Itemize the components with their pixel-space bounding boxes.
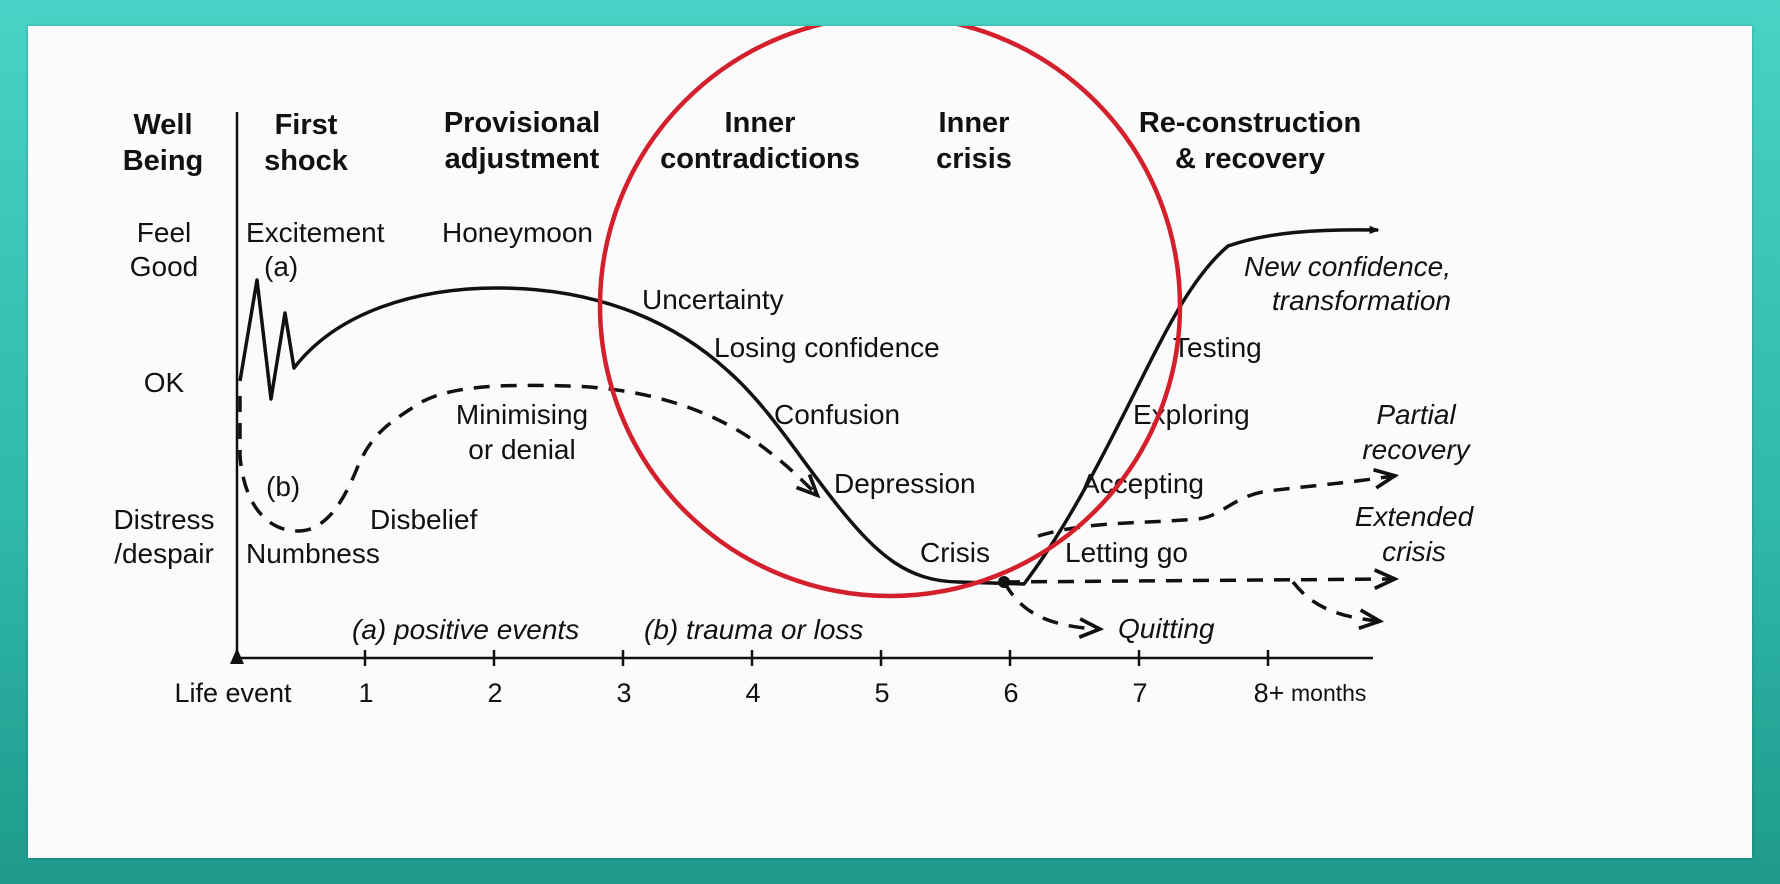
curve-b-extended-branch (1291, 580, 1378, 621)
level-good-line2: Good (130, 251, 199, 282)
phase-inner-crisis-line1: Inner (939, 107, 1010, 139)
life-event-arrow-icon (230, 648, 244, 664)
label-excitement: Excitement (246, 217, 385, 248)
phase-inner-crisis: Inner crisis (936, 107, 1012, 175)
header-well-being: Well Being (123, 109, 204, 177)
legend-trauma-loss: (b) trauma or loss (644, 614, 863, 645)
label-numbness: Numbness (246, 538, 380, 569)
phase-inner-crisis-line2: crisis (936, 143, 1012, 175)
label-b-marker: (b) (266, 471, 300, 502)
label-disbelief: Disbelief (370, 504, 478, 535)
label-honeymoon: Honeymoon (442, 217, 593, 248)
phase-provisional-adjustment: Provisional adjustment (444, 107, 600, 175)
label-confusion: Confusion (774, 399, 900, 430)
phase-first-shock-line2: shock (264, 145, 349, 177)
x-axis-unit: months (1291, 680, 1366, 706)
x-tick-8-plus: 8+ (1254, 678, 1285, 708)
curve-b-extended-crisis (1003, 579, 1393, 582)
x-tick-2: 2 (487, 678, 502, 708)
branch-point-dot (998, 576, 1010, 588)
label-letting-go: Letting go (1065, 537, 1188, 568)
label-quitting: Quitting (1118, 613, 1215, 644)
level-distress-line2: /despair (114, 538, 214, 569)
x-axis-origin-label: Life event (174, 678, 292, 708)
phase-inner-contradictions: Inner contradictions (660, 107, 860, 175)
phase-reconstruction-line1: Re-construction (1139, 107, 1361, 139)
curve-b-trauma-loss (238, 383, 816, 533)
level-ok: OK (144, 367, 185, 398)
label-crisis: Crisis (920, 537, 990, 568)
x-tick-1: 1 (358, 678, 373, 708)
diagram-card: Well Being First shock Provisional adjus… (28, 26, 1752, 858)
phase-contradictions-line1: Inner (725, 107, 796, 139)
phase-first-shock-line1: First (275, 109, 338, 141)
highlight-circle (597, 26, 1183, 599)
x-tick-5: 5 (874, 678, 889, 708)
label-extended-crisis-line1: Extended (1355, 501, 1475, 532)
label-new-confidence-line2: transformation (1272, 285, 1451, 316)
phase-contradictions-line2: contradictions (660, 143, 860, 175)
label-minimising-line2: or denial (468, 434, 575, 465)
label-new-confidence-line1: New confidence, (1244, 251, 1451, 282)
curve-a-positive-events (238, 225, 1380, 586)
label-accepting: Accepting (1081, 468, 1204, 499)
phase-provisional-line2: adjustment (445, 143, 600, 175)
x-tick-6: 6 (1003, 678, 1018, 708)
phase-reconstruction-recovery: Re-construction & recovery (1139, 107, 1361, 175)
label-partial-recovery-line2: recovery (1362, 434, 1471, 465)
header-well-being-line1: Well (133, 109, 192, 141)
label-partial-recovery-line1: Partial (1376, 399, 1456, 430)
legend-positive-events: (a) positive events (352, 614, 579, 645)
phase-reconstruction-line2: & recovery (1175, 143, 1325, 175)
label-exploring: Exploring (1133, 399, 1250, 430)
curve-b-partial-recovery (1037, 476, 1393, 538)
transition-curve-diagram: Well Being First shock Provisional adjus… (113, 26, 1475, 708)
phase-provisional-line1: Provisional (444, 107, 600, 139)
label-minimising-line1: Minimising (456, 399, 588, 430)
phase-first-shock: First shock (264, 109, 349, 177)
header-well-being-line2: Being (123, 145, 204, 177)
label-a-marker: (a) (264, 251, 298, 282)
level-feel-line1: Feel (137, 217, 191, 248)
label-depression: Depression (834, 468, 976, 499)
x-tick-3: 3 (616, 678, 631, 708)
label-uncertainty: Uncertainty (642, 284, 784, 315)
label-losing-confidence: Losing confidence (714, 332, 940, 363)
label-extended-crisis-line2: crisis (1382, 536, 1446, 567)
label-testing: Testing (1173, 332, 1262, 363)
x-tick-7: 7 (1132, 678, 1147, 708)
x-tick-4: 4 (745, 678, 760, 708)
x-axis-ticks (363, 650, 1270, 666)
curve-b-quitting (1002, 581, 1098, 629)
level-distress-line1: Distress (113, 504, 214, 535)
